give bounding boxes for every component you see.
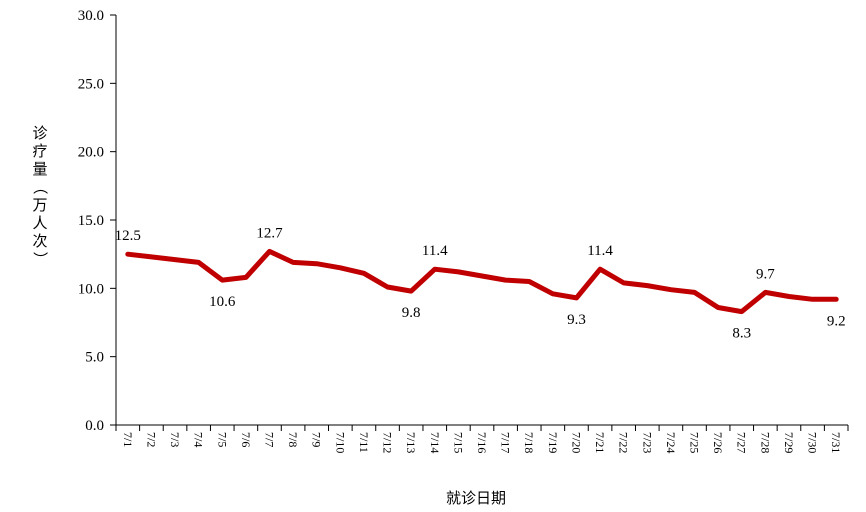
y-tick-label: 30.0 [78, 8, 104, 24]
data-labels: 12.5 10.6 12.7 9.8 11.4 9.3 11.4 8.3 9.7 9.2 [115, 225, 846, 341]
x-tick-label: 7/29 [782, 432, 796, 453]
y-tick-label: 5.0 [85, 350, 104, 366]
x-tick-label: 7/16 [475, 432, 489, 453]
x-tick-label: 7/2 [144, 432, 158, 447]
x-tick-label: 7/4 [192, 432, 206, 447]
y-tick-label: 15.0 [78, 213, 104, 229]
y-axis-title-char: 万 [32, 196, 47, 214]
y-axis-title-char: ） [31, 251, 49, 266]
x-tick-label: 7/15 [451, 432, 465, 453]
data-label: 9.2 [827, 313, 846, 329]
x-tick-label: 7/8 [286, 432, 300, 447]
x-tick-label: 7/19 [546, 432, 560, 453]
y-axis-title-char: （ [31, 179, 49, 194]
x-tick-label: 7/28 [758, 432, 772, 453]
y-axis-title-char: 量 [32, 160, 47, 178]
x-tick-label: 7/10 [333, 432, 347, 453]
data-label: 8.3 [732, 326, 751, 342]
x-tick-label: 7/26 [711, 432, 725, 453]
x-tick-label: 7/24 [664, 432, 678, 453]
x-tick-label: 7/21 [593, 432, 607, 453]
x-axis: 7/1 7/2 7/3 7/4 7/5 7/6 7/7 7/8 7/9 7/10 7/11 7/12 7… [115, 424, 849, 453]
x-tick-label: 7/23 [640, 432, 654, 453]
series-group [125, 248, 839, 315]
y-axis-title-char: 次 [32, 232, 47, 250]
data-label: 12.5 [115, 228, 141, 244]
x-tick-label: 7/12 [381, 432, 395, 453]
data-label: 9.8 [402, 305, 421, 321]
x-axis-title: 就诊日期 [446, 489, 506, 507]
x-tick-label: 7/11 [357, 432, 371, 453]
x-tick-label: 7/27 [735, 432, 749, 453]
x-tick-label: 7/9 [310, 432, 324, 447]
data-label: 11.4 [587, 243, 613, 259]
x-tick-label: 7/1 [121, 432, 135, 447]
y-tick-label: 25.0 [78, 76, 104, 92]
x-tick-label: 7/25 [688, 432, 702, 453]
x-tick-label: 7/7 [262, 432, 276, 447]
y-axis-title-char: 疗 [32, 142, 47, 160]
data-label: 12.7 [256, 225, 283, 241]
y-axis-title-char: 人 [32, 214, 47, 232]
x-tick-label: 7/31 [829, 432, 843, 453]
x-tick-label: 7/6 [239, 432, 253, 447]
x-tick-label: 7/3 [168, 432, 182, 447]
data-label: 10.6 [209, 294, 236, 310]
y-tick-label: 20.0 [78, 145, 104, 161]
x-tick-label: 7/5 [215, 432, 229, 447]
data-label: 11.4 [422, 243, 448, 259]
x-tick-label: 7/13 [404, 432, 418, 453]
x-tick-label: 7/30 [806, 432, 820, 453]
y-axis: 0.0 5.0 10.0 15.0 20.0 25.0 30.0 [78, 8, 117, 434]
y-tick-label: 10.0 [78, 281, 104, 297]
x-tick-label: 7/18 [522, 432, 536, 453]
data-label: 9.3 [567, 312, 586, 328]
series-line [125, 248, 839, 315]
x-tick-label: 7/22 [617, 432, 631, 453]
x-tick-label: 7/20 [569, 432, 583, 453]
x-tick-label: 7/17 [499, 432, 513, 453]
y-tick-label: 0.0 [85, 418, 104, 434]
data-label: 9.7 [756, 266, 775, 282]
x-tick-label: 7/14 [428, 432, 442, 453]
y-axis-title-char: 诊 [32, 124, 47, 142]
